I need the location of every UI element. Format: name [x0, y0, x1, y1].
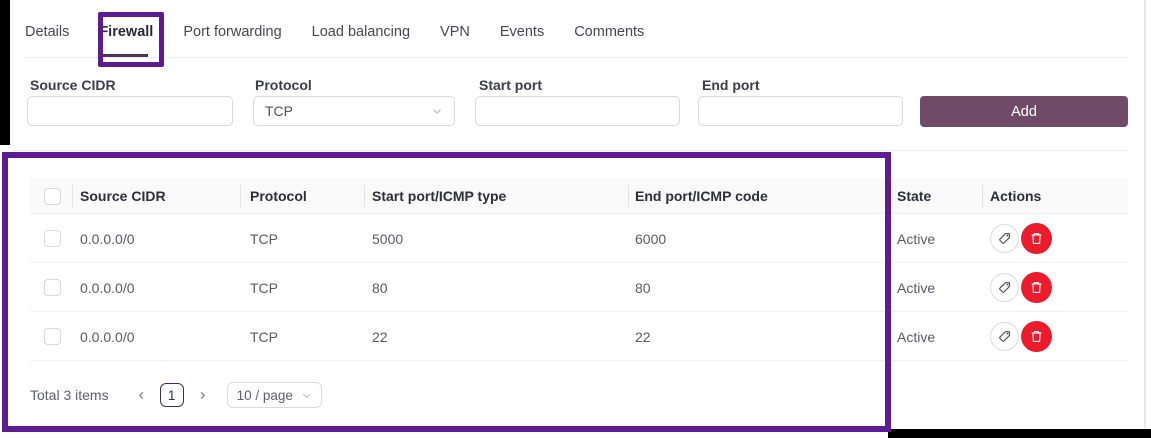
cell-start-port: 5000 — [372, 230, 404, 247]
cell-state: Active — [897, 279, 936, 296]
trash-icon — [1031, 282, 1042, 293]
delete-rule-button[interactable] — [1021, 321, 1052, 352]
tag-icon — [999, 233, 1010, 244]
header-source-cidr: Source CIDR — [80, 188, 166, 204]
delete-rule-button[interactable] — [1021, 223, 1052, 254]
trash-icon — [1031, 331, 1042, 342]
table-row: 0.0.0.0/0 TCP 22 22 Active — [30, 312, 1128, 361]
cell-protocol: TCP — [250, 279, 278, 296]
chevron-down-icon — [433, 109, 441, 114]
start-port-label: Start port — [479, 77, 542, 93]
protocol-label: Protocol — [255, 77, 312, 93]
cell-actions — [990, 263, 1052, 312]
chevron-left-icon — [138, 391, 143, 399]
trash-icon — [1031, 233, 1042, 244]
bottom-edge-bar — [888, 429, 1151, 438]
add-button[interactable]: Add — [920, 96, 1128, 127]
tab-details[interactable]: Details — [25, 24, 70, 40]
cell-actions — [990, 312, 1052, 361]
header-start-port: Start port/ICMP type — [372, 188, 507, 204]
tab-vpn[interactable]: VPN — [440, 24, 470, 40]
tabs-divider — [25, 57, 1128, 58]
header-actions: Actions — [990, 188, 1042, 204]
tab-load-balancing[interactable]: Load balancing — [311, 24, 411, 40]
select-all-checkbox[interactable] — [44, 187, 61, 205]
cell-end-port: 80 — [635, 279, 651, 296]
source-cidr-input[interactable] — [27, 96, 233, 126]
start-port-input[interactable] — [475, 96, 680, 126]
tab-firewall[interactable]: Firewall — [99, 24, 154, 40]
tab-events[interactable]: Events — [499, 24, 545, 40]
tab-bar: Details Firewall Port forwarding Load ba… — [25, 24, 644, 40]
page-size-select[interactable]: 10 / page — [226, 382, 322, 408]
row-checkbox[interactable] — [44, 230, 61, 247]
edit-tags-button[interactable] — [990, 273, 1019, 302]
delete-rule-button[interactable] — [1021, 272, 1052, 303]
chevron-down-icon — [302, 393, 311, 398]
cell-protocol: TCP — [250, 230, 278, 247]
end-port-input[interactable] — [698, 96, 903, 126]
active-tab-indicator — [103, 54, 148, 57]
source-cidr-label: Source CIDR — [30, 77, 116, 93]
cell-state: Active — [897, 328, 936, 345]
cell-source-cidr: 0.0.0.0/0 — [80, 328, 135, 345]
cell-end-port: 6000 — [635, 230, 667, 247]
total-items-label: Total 3 items — [30, 387, 109, 403]
tab-comments[interactable]: Comments — [574, 24, 645, 40]
table-header-row: Source CIDR Protocol Start port/ICMP typ… — [30, 178, 1128, 214]
cell-protocol: TCP — [250, 328, 278, 345]
cell-source-cidr: 0.0.0.0/0 — [80, 230, 135, 247]
tag-icon — [999, 331, 1010, 342]
cell-start-port: 80 — [372, 279, 388, 296]
row-checkbox[interactable] — [44, 279, 61, 296]
row-checkbox[interactable] — [44, 328, 61, 345]
end-port-label: End port — [702, 77, 760, 93]
panel-right-border — [1144, 0, 1146, 429]
header-end-port: End port/ICMP code — [635, 188, 768, 204]
chevron-right-icon — [200, 391, 205, 399]
protocol-select-value: TCP — [265, 103, 293, 119]
header-state: State — [897, 188, 932, 204]
pagination: Total 3 items 1 10 / page — [30, 382, 322, 408]
tab-port-forwarding[interactable]: Port forwarding — [183, 24, 282, 40]
page-size-value: 10 / page — [236, 387, 293, 403]
page-1-button[interactable]: 1 — [159, 383, 184, 407]
cell-start-port: 22 — [372, 328, 388, 345]
next-page-button[interactable] — [192, 390, 213, 401]
cell-source-cidr: 0.0.0.0/0 — [80, 279, 135, 296]
table-row: 0.0.0.0/0 TCP 5000 6000 Active — [30, 214, 1128, 263]
form-table-divider — [12, 150, 1128, 151]
cell-state: Active — [897, 230, 936, 247]
table-row: 0.0.0.0/0 TCP 80 80 Active — [30, 263, 1128, 312]
cell-actions — [990, 214, 1052, 263]
protocol-select[interactable]: TCP — [253, 96, 455, 126]
header-protocol: Protocol — [250, 188, 307, 204]
firewall-rules-table: Source CIDR Protocol Start port/ICMP typ… — [30, 178, 1128, 361]
edit-tags-button[interactable] — [990, 322, 1019, 351]
cell-end-port: 22 — [635, 328, 651, 345]
tag-icon — [999, 282, 1010, 293]
left-edge-bar — [0, 0, 10, 145]
prev-page-button[interactable] — [131, 390, 152, 401]
edit-tags-button[interactable] — [990, 224, 1019, 253]
select-all-cell — [44, 178, 61, 214]
